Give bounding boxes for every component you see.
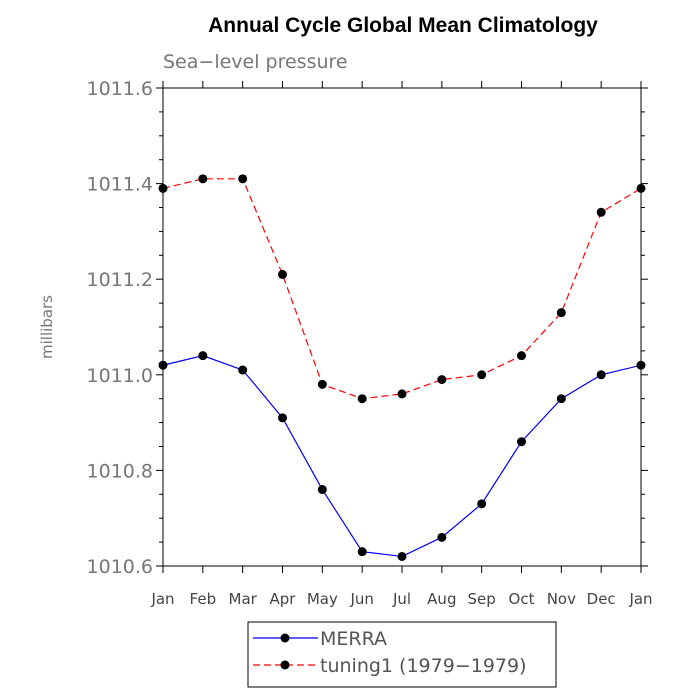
series-line — [162, 178, 642, 400]
x-tick-label: Feb — [190, 590, 217, 608]
x-tick-label: Oct — [509, 590, 535, 608]
data-point — [477, 370, 487, 380]
y-tick-label: 1011.4 — [87, 174, 153, 196]
data-point — [317, 379, 327, 389]
data-point — [636, 360, 646, 370]
legend-item: MERRA — [253, 628, 387, 650]
data-point — [357, 547, 367, 557]
series-1 — [158, 174, 646, 404]
y-tick-label: 1011.0 — [87, 365, 153, 387]
legend-swatch-marker — [280, 633, 290, 643]
data-point — [556, 394, 566, 404]
x-tick-label: May — [307, 590, 338, 608]
x-tick-label: Apr — [270, 590, 297, 608]
data-point — [596, 207, 606, 217]
x-tick-label: Jun — [349, 590, 373, 608]
data-point — [517, 351, 526, 361]
data-point — [397, 551, 407, 561]
x-tick-label: Jul — [392, 590, 411, 608]
y-tick-label: 1010.8 — [87, 460, 153, 482]
data-point — [198, 174, 208, 184]
x-tick-label: Sep — [468, 590, 496, 608]
x-tick-label: Jan — [628, 590, 652, 608]
y-tick-label: 1011.6 — [87, 78, 153, 100]
axes: 1010.6 1010.8 1011.0 1011.2 1011.4 1011.6 Jan F… — [87, 78, 653, 608]
x-tick-label: Jan — [150, 590, 174, 608]
legend-swatch-marker — [280, 660, 290, 670]
data-point — [517, 437, 526, 447]
y-tick-label: 1010.6 — [87, 556, 153, 578]
series-layer — [158, 174, 646, 561]
data-point — [238, 174, 248, 184]
data-point — [636, 183, 646, 193]
legend: MERRA tuning1 (1979−1979) — [247, 621, 557, 688]
data-point — [278, 269, 287, 279]
x-tick-label: Dec — [587, 590, 616, 608]
chart-subtitle: Sea−level pressure — [163, 51, 348, 73]
data-point — [397, 389, 407, 399]
legend-label: tuning1 (1979−1979) — [320, 655, 527, 677]
data-point — [198, 351, 208, 361]
x-tick-label: Aug — [427, 590, 456, 608]
data-point — [596, 370, 606, 380]
x-tick-label: Nov — [547, 590, 576, 608]
legend-box — [247, 621, 557, 688]
data-point — [238, 365, 248, 375]
y-axis-label: millibars — [38, 295, 56, 359]
data-point — [357, 394, 367, 404]
data-point — [556, 308, 566, 318]
y-tick-label: 1011.2 — [87, 269, 153, 291]
data-point — [158, 183, 168, 193]
legend-item: tuning1 (1979−1979) — [253, 655, 527, 677]
series-line — [162, 355, 642, 558]
data-point — [278, 413, 287, 423]
data-point — [477, 499, 487, 509]
plot-frame — [162, 87, 642, 567]
data-point — [437, 532, 447, 542]
data-point — [158, 360, 168, 370]
data-point — [317, 485, 327, 495]
chart-title: Annual Cycle Global Mean Climatology — [208, 14, 598, 37]
legend-items: MERRA tuning1 (1979−1979) — [253, 628, 527, 677]
legend-label: MERRA — [320, 628, 387, 650]
x-tick-label: Mar — [229, 590, 258, 608]
data-point — [437, 375, 447, 385]
series-0 — [158, 351, 646, 561]
